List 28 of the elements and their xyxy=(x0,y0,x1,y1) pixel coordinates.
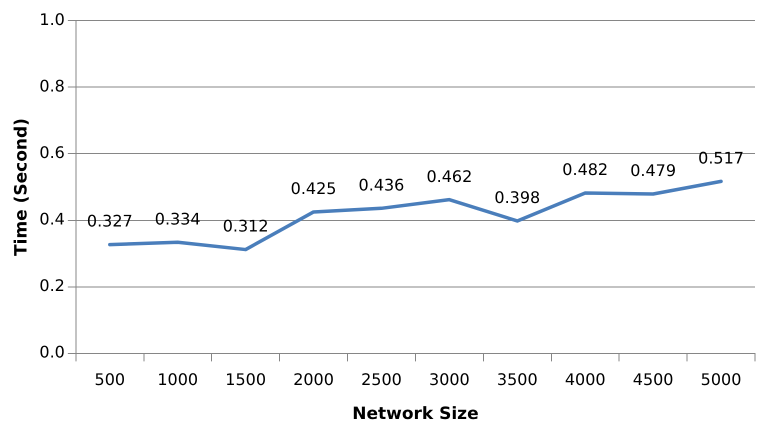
x-tick-label: 500 xyxy=(94,370,126,390)
data-label: 0.398 xyxy=(494,188,540,208)
y-tick-label: 0.0 xyxy=(39,342,65,362)
x-tick-label: 4500 xyxy=(632,370,674,390)
x-tick-label: 4000 xyxy=(564,370,606,390)
x-tick-label: 3500 xyxy=(496,370,538,390)
y-axis-title: Time (Second) xyxy=(12,118,32,256)
data-label: 0.425 xyxy=(290,179,336,198)
x-tick-label: 1500 xyxy=(225,370,266,390)
x-tick-label: 2500 xyxy=(361,370,402,390)
y-tick-label: 0.6 xyxy=(39,142,65,162)
y-tick-label: 0.4 xyxy=(39,209,65,228)
x-tick-label: 1000 xyxy=(157,370,198,390)
data-label: 0.312 xyxy=(222,216,269,236)
x-tick-label: 5000 xyxy=(700,370,742,390)
data-label: 0.482 xyxy=(562,160,608,180)
x-tick-label: 3000 xyxy=(429,370,470,390)
data-label: 0.334 xyxy=(154,209,201,228)
y-tick-label: 0.2 xyxy=(39,276,65,295)
y-tick-label: 1.0 xyxy=(39,10,65,29)
data-label: 0.479 xyxy=(630,161,676,180)
x-axis-title: Network Size xyxy=(352,404,479,424)
data-label: 0.436 xyxy=(358,175,404,194)
data-label: 0.327 xyxy=(86,212,133,231)
x-tick-label: 2000 xyxy=(293,370,334,390)
data-label: 0.517 xyxy=(698,148,744,168)
y-tick-label: 0.8 xyxy=(39,76,65,96)
data-label: 0.462 xyxy=(426,166,472,186)
